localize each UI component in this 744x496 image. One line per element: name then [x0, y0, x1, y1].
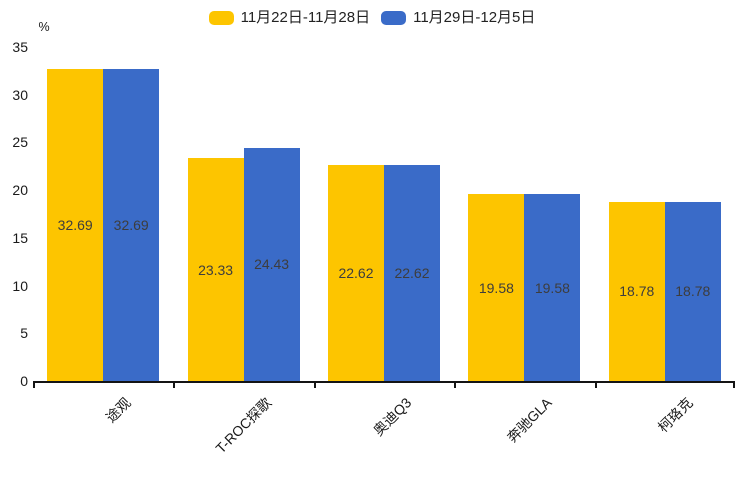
- bar-value-label: 19.58: [534, 279, 570, 296]
- x-tick-label: 柯珞克: [654, 394, 696, 436]
- bar-series2-奔驰GLA[interactable]: 19.58: [524, 194, 581, 381]
- bar-series2-途观[interactable]: 32.69: [103, 69, 160, 381]
- x-axis-tick: [454, 383, 457, 388]
- x-axis-tick: [313, 383, 316, 388]
- bar-value-label: 32.69: [57, 217, 93, 234]
- x-axis-tick: [33, 383, 35, 388]
- y-tick-label: 15: [12, 229, 28, 246]
- bar-series1-奔驰GLA[interactable]: 19.58: [468, 194, 525, 381]
- y-tick-label: 25: [12, 134, 28, 151]
- legend-label: 11月29日-12月5日: [413, 9, 536, 26]
- legend-swatch-icon: [208, 11, 234, 25]
- x-axis-tick: [594, 383, 597, 388]
- x-tick-label: 途观: [102, 394, 134, 426]
- legend-item-series2[interactable]: 11月29日-12月5日: [381, 8, 535, 28]
- legend-item-series1[interactable]: 11月22日-11月28日: [208, 8, 371, 28]
- x-axis-tick: [733, 383, 735, 388]
- legend-label: 11月22日-11月28日: [240, 9, 371, 26]
- x-axis-tick: [173, 383, 176, 388]
- plot-area: 32.69 32.69 途观 23.33 24.43 T-ROC探歌 22.62 22.62 奥…: [33, 47, 735, 456]
- bar-value-label: 18.78: [619, 283, 655, 300]
- bar-value-label: 18.78: [675, 283, 711, 300]
- y-tick-label: 35: [12, 39, 28, 55]
- bar-series1-奥迪Q3[interactable]: 22.62: [328, 165, 384, 381]
- y-tick-label: 10: [12, 277, 28, 294]
- x-tick-label: 奔驰GLA: [504, 394, 556, 446]
- x-tick-label: T-ROC探歌: [212, 394, 275, 457]
- bar-series1-柯珞克[interactable]: 18.78: [608, 201, 665, 381]
- bar-series2-T-ROC探歌[interactable]: 24.43: [243, 147, 300, 381]
- y-tick-label: 0: [20, 373, 28, 389]
- bar-series2-柯珞克[interactable]: 18.78: [664, 201, 721, 381]
- bar-value-label: 32.69: [113, 217, 149, 234]
- x-tick-label: 奥迪Q3: [370, 394, 415, 439]
- bar-value-label: 24.43: [254, 256, 290, 273]
- y-tick-label: 20: [12, 182, 28, 199]
- y-axis-unit-label: %: [38, 20, 50, 34]
- bar-series1-T-ROC探歌[interactable]: 23.33: [187, 158, 244, 381]
- bar-value-label: 22.62: [394, 265, 430, 282]
- bar-series2-奥迪Q3[interactable]: 22.62: [384, 165, 440, 381]
- legend-swatch-icon: [381, 11, 407, 25]
- bar-value-label: 19.58: [478, 279, 514, 296]
- y-tick-label: 5: [20, 325, 28, 342]
- legend: 11月22日-11月28日 11月29日-12月5日: [0, 8, 744, 28]
- y-tick-label: 30: [12, 86, 28, 103]
- bar-value-label: 22.62: [338, 265, 374, 282]
- bar-series1-途观[interactable]: 32.69: [47, 69, 104, 381]
- bar-value-label: 23.33: [198, 261, 234, 278]
